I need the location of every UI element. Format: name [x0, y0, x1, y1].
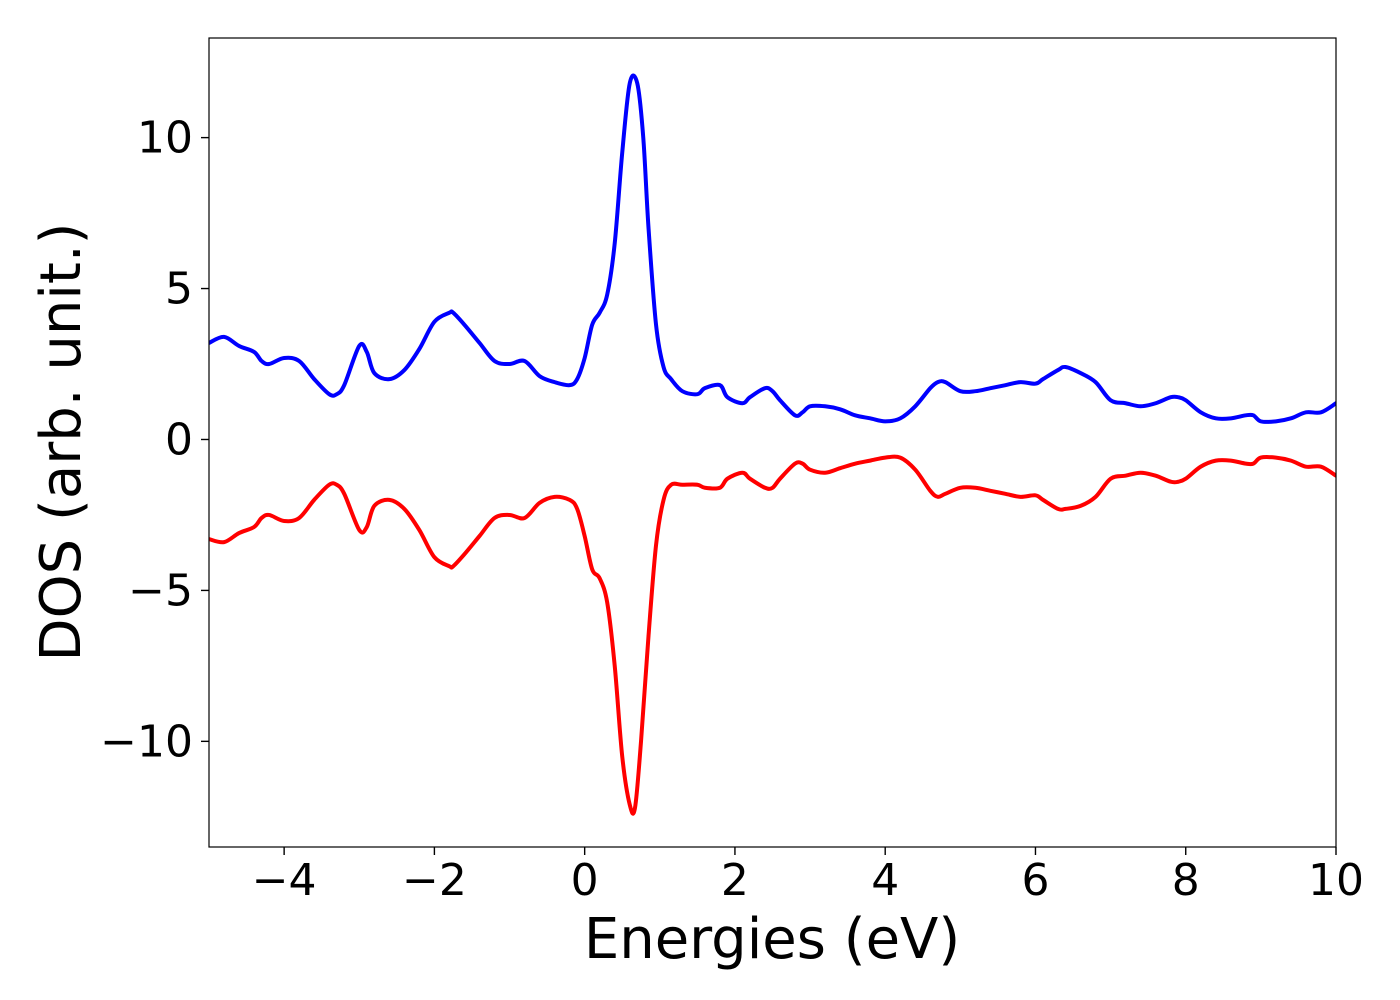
x-tick-label: 8 [1172, 855, 1200, 906]
plot-frame [208, 37, 1337, 848]
x-tick-label: 10 [1308, 855, 1364, 906]
y-tick-label: 0 [165, 414, 193, 465]
x-tick-label: 2 [721, 855, 749, 906]
x-tick-label: −4 [252, 855, 317, 906]
y-tick-label: 5 [165, 264, 193, 315]
y-tick-label: −10 [100, 716, 193, 767]
y-tick-label: 10 [137, 113, 193, 164]
x-axis-label: Energies (eV) [584, 907, 960, 972]
ticks-layer: −4 −2 0 2 4 6 8 10 −10 −5 0 5 10 [100, 113, 1364, 906]
spin-down-series-line [209, 454, 1336, 816]
x-tick-label: 4 [871, 855, 899, 906]
x-tick-label: 6 [1021, 855, 1049, 906]
x-tick-label: −2 [402, 855, 467, 906]
y-axis-label: DOS (arb. unit.) [29, 222, 94, 661]
spin-up-series-line [209, 73, 1336, 424]
y-tick-label: −5 [128, 565, 193, 616]
series-layer [209, 73, 1336, 816]
x-tick-label: 0 [571, 855, 599, 906]
